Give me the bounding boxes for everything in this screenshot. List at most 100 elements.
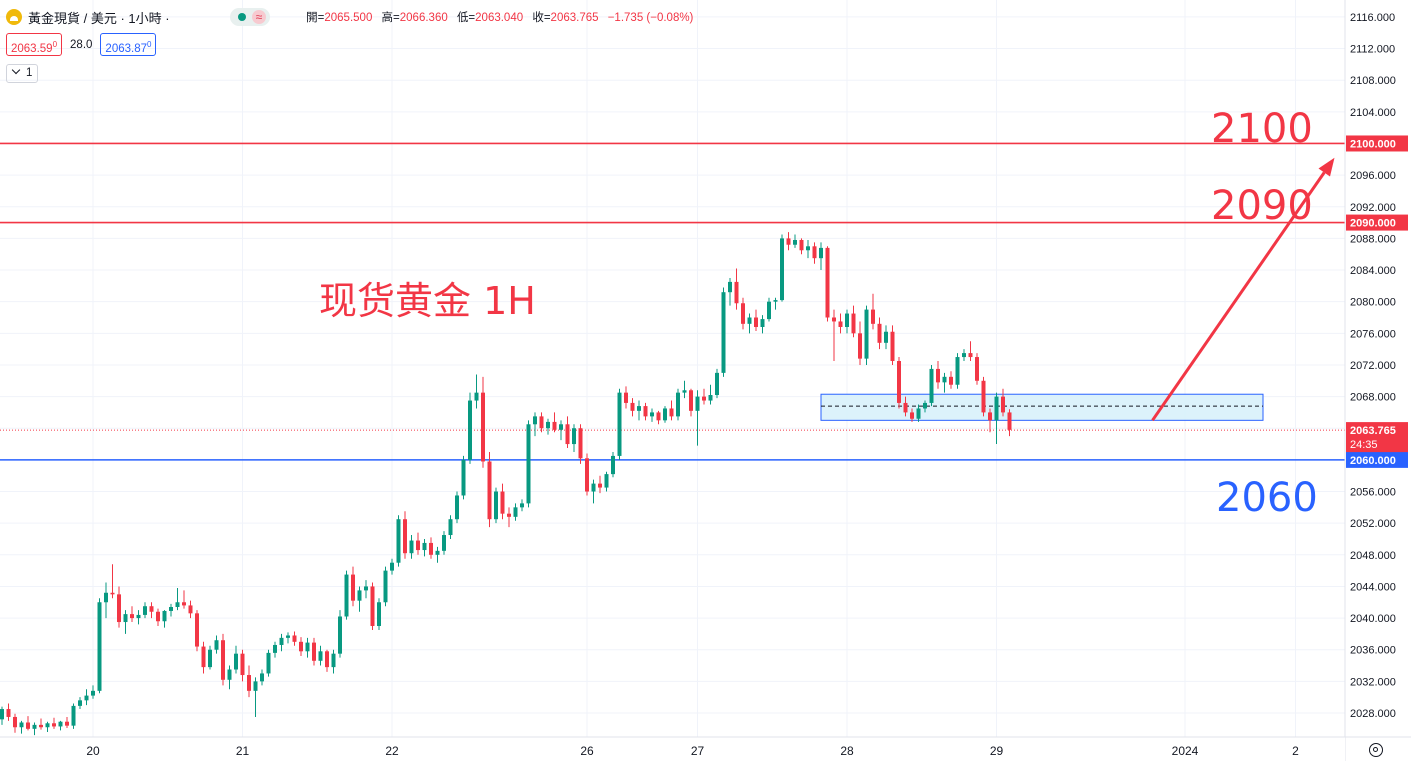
time-tick-label: 21: [236, 744, 250, 758]
low-label: 低=: [456, 12, 476, 24]
open-label: 開=: [306, 12, 325, 24]
level-2100-annotation[interactable]: 2100: [1211, 106, 1313, 152]
candle-body: [32, 724, 37, 729]
candle-body: [825, 247, 830, 318]
candle-body: [123, 614, 128, 623]
support-zone[interactable]: [820, 393, 1264, 421]
candle-body: [266, 652, 271, 674]
candle-body: [806, 246, 810, 251]
candle-body: [1001, 396, 1005, 413]
candle-body: [117, 594, 121, 623]
time-tick-label: 22: [385, 744, 399, 758]
candle-body: [500, 491, 505, 514]
candle-body: [455, 495, 459, 520]
candle-body: [110, 592, 115, 595]
last-price-badge[interactable]: [1346, 422, 1408, 453]
low-value: 2063.040: [475, 12, 524, 24]
candles: [0, 232, 1012, 736]
last-price-label: 2063.765: [1350, 425, 1396, 437]
candle-body: [39, 724, 43, 728]
zone-rectangle[interactable]: [820, 393, 1264, 421]
countdown-label: 24:35: [1350, 439, 1378, 451]
candle-body: [240, 653, 245, 676]
sell-button[interactable]: 2063.590: [6, 33, 63, 56]
price-tick-label: 2092.000: [1350, 202, 1396, 214]
candle-body: [845, 313, 849, 327]
indicators-toggle-button[interactable]: 1: [6, 64, 39, 83]
candle-body: [812, 246, 817, 259]
level-2090-annotation[interactable]: 2090: [1211, 183, 1313, 229]
candle-body: [507, 513, 511, 517]
bid-price: 2063.59: [11, 42, 53, 55]
price-level-badge[interactable]: [1346, 214, 1408, 231]
candle-body: [104, 592, 108, 603]
symbol-title[interactable]: 黃金現貨 / 美元 · 1小時 ·: [28, 10, 170, 26]
horizontal-lines[interactable]: [0, 142, 1345, 461]
candle-body: [325, 651, 329, 668]
candle-body: [487, 461, 492, 520]
candle-body: [630, 402, 635, 411]
candle-body: [546, 421, 550, 429]
candle-body: [903, 402, 908, 413]
time-tick-label: 26: [580, 744, 594, 758]
candle-body: [949, 376, 953, 385]
candle-body: [422, 542, 427, 551]
time-tick-label: 28: [840, 744, 854, 758]
price-tick-label: 2044.000: [1350, 581, 1396, 593]
candle-body: [357, 590, 362, 601]
candle-body: [195, 613, 199, 647]
legend-header: 黃金現貨 / 美元 · 1小時 · ≈ 開=2065.500 高=2066.36…: [6, 6, 699, 28]
arrow-shaft[interactable]: [1151, 171, 1326, 422]
candle-body: [877, 323, 882, 343]
candle-body: [955, 357, 960, 385]
candle-body: [247, 675, 251, 691]
price-level-badge-label: 2090.000: [1350, 218, 1396, 230]
candle-body: [760, 319, 765, 327]
candle-body: [208, 649, 212, 668]
market-status-pill[interactable]: ≈: [229, 8, 271, 26]
candle-body: [689, 390, 693, 411]
candle-body: [539, 416, 544, 429]
ask-price-sup: 0: [147, 40, 152, 49]
candle-body: [936, 368, 940, 383]
candle-body: [331, 653, 336, 668]
candle-body: [409, 540, 414, 554]
candle-body: [929, 368, 934, 403]
price-tick-label: 2084.000: [1350, 265, 1396, 277]
chart-grid: [0, 0, 1345, 737]
candle-body: [773, 300, 778, 302]
price-level-badge[interactable]: [1346, 451, 1408, 468]
candle-body: [234, 653, 238, 670]
forecast-arrow[interactable]: [1151, 157, 1335, 422]
close-value: 2063.765: [550, 12, 599, 24]
candle-body: [97, 602, 102, 691]
candle-body: [286, 635, 290, 638]
time-axis[interactable]: 20212226272829202423: [0, 736, 1411, 761]
candle-body: [617, 392, 622, 456]
candle-body: [832, 317, 836, 322]
candle-body: [91, 690, 95, 696]
candle-body: [624, 392, 628, 403]
settings-icon[interactable]: [1369, 743, 1383, 757]
buy-button[interactable]: 2063.870: [100, 33, 157, 56]
candle-body: [338, 616, 342, 654]
indicator-count: 1: [26, 67, 33, 79]
ask-price: 2063.87: [105, 42, 147, 55]
candle-body: [435, 550, 440, 555]
price-tick-label: 2112.000: [1350, 44, 1395, 56]
arrow-head[interactable]: [1318, 157, 1335, 177]
spread-value: 28.0: [70, 38, 93, 51]
price-axis[interactable]: 2116.000 2112.000 2108.000 2104.000 2100.000…: [1344, 0, 1408, 761]
candle-body: [526, 424, 531, 504]
price-level-badge[interactable]: [1346, 135, 1408, 152]
ohlc-values: 開=2065.500 高=2066.360 低=2063.040 收=2063.…: [306, 9, 699, 25]
time-tick-label: 27: [691, 744, 705, 758]
price-tick-label: 2068.000: [1350, 392, 1396, 404]
candle-body: [864, 309, 869, 359]
candle-body: [923, 402, 927, 409]
candle-body: [676, 392, 680, 417]
candle-body: [643, 406, 648, 417]
level-2060-annotation[interactable]: 2060: [1216, 475, 1318, 521]
chart-title-annotation[interactable]: 现货黄金 1H: [319, 279, 536, 323]
